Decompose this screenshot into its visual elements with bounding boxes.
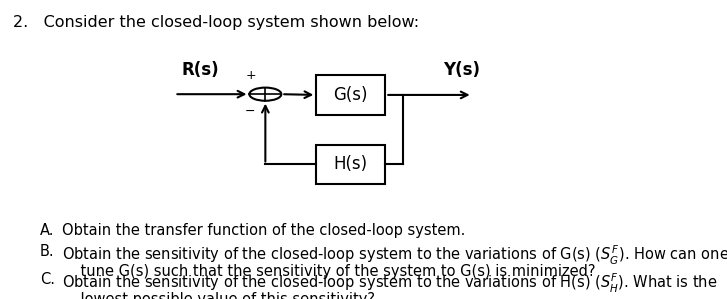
Text: −: − — [245, 105, 255, 118]
Text: A.: A. — [40, 223, 55, 238]
Text: R(s): R(s) — [181, 61, 219, 79]
Text: B.: B. — [40, 244, 55, 259]
Text: tune G(s) such that the sensitivity of the system to G(s) is minimized?: tune G(s) such that the sensitivity of t… — [62, 264, 595, 279]
Text: Obtain the transfer function of the closed-loop system.: Obtain the transfer function of the clos… — [62, 223, 465, 238]
Text: +: + — [245, 69, 256, 82]
FancyBboxPatch shape — [316, 145, 385, 184]
Text: C.: C. — [40, 272, 55, 287]
FancyBboxPatch shape — [316, 75, 385, 115]
Text: Obtain the sensitivity of the closed-loop system to the variations of G(s) ($S_G: Obtain the sensitivity of the closed-loo… — [62, 244, 727, 267]
Text: G(s): G(s) — [334, 86, 368, 104]
Text: lowest possible value of this sensitivity?: lowest possible value of this sensitivit… — [62, 292, 375, 299]
Text: 2.   Consider the closed-loop system shown below:: 2. Consider the closed-loop system shown… — [13, 15, 419, 30]
Text: Y(s): Y(s) — [443, 61, 480, 79]
Text: H(s): H(s) — [334, 155, 368, 173]
Text: Obtain the sensitivity of the closed-loop system to the variations of H(s) ($S_H: Obtain the sensitivity of the closed-loo… — [62, 272, 718, 295]
